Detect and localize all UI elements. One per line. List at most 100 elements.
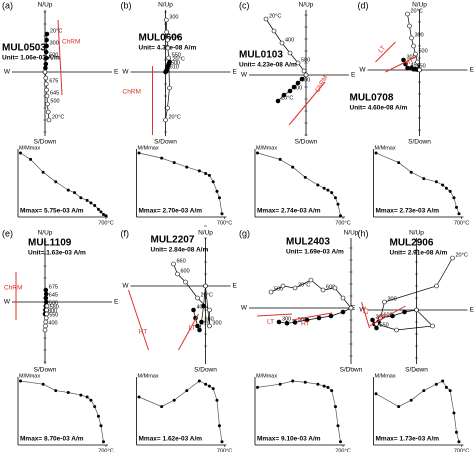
- demag-point: [444, 186, 448, 190]
- data-point: [390, 313, 395, 319]
- data-point: [287, 88, 293, 94]
- annotation: ChRM: [123, 89, 141, 96]
- annotation: LT: [189, 325, 196, 332]
- demag-point: [215, 189, 219, 193]
- data-point: [271, 28, 277, 34]
- data-point: [292, 285, 298, 291]
- data-point: [43, 75, 49, 81]
- demag-point: [66, 391, 70, 395]
- demag-point: [96, 207, 100, 211]
- sample-name: MUL0103: [239, 50, 283, 61]
- data-point: [263, 16, 269, 22]
- point-label: 300: [48, 308, 57, 314]
- x-tick-label: 700°C: [335, 220, 350, 226]
- data-point: [43, 295, 49, 301]
- axis-label: N/Up: [299, 2, 314, 9]
- point-label: 500: [298, 317, 307, 323]
- demag-point: [197, 379, 201, 383]
- data-point: [164, 29, 169, 35]
- demag-line: [375, 380, 460, 442]
- demag-point: [291, 379, 295, 383]
- point-label: 500: [49, 52, 58, 58]
- axis-label: S/Down: [295, 139, 318, 146]
- point-label: 20°C: [269, 13, 281, 19]
- point-label: 20°C: [169, 114, 181, 120]
- demag-point: [336, 424, 340, 428]
- data-point: [43, 315, 49, 321]
- data-point: [44, 87, 49, 93]
- demag-point: [330, 389, 334, 393]
- data-point: [207, 323, 212, 329]
- demag-point: [89, 398, 93, 402]
- point-label: 450: [411, 62, 420, 68]
- annotation: LT: [377, 45, 387, 55]
- data-point: [295, 60, 301, 66]
- axis-label: E: [114, 299, 119, 306]
- point-label: 500: [50, 98, 59, 104]
- data-point: [394, 327, 399, 333]
- annotation-bracket: [256, 313, 293, 317]
- point-label: 660: [177, 258, 186, 264]
- demag-point: [137, 151, 141, 155]
- mmax-label: Mmax= 1.62e-03 A/m: [139, 436, 203, 443]
- data-point: [165, 37, 170, 43]
- data-point: [287, 50, 293, 56]
- y-axis-label: M/Mmax: [256, 145, 277, 151]
- axis-label: N/Up: [38, 2, 53, 9]
- point-label: 600: [326, 284, 335, 290]
- axis-label: N/Up: [344, 230, 359, 237]
- panel-letter: (g): [239, 228, 250, 238]
- demag-point: [409, 170, 413, 174]
- point-label: 300: [282, 316, 291, 322]
- axis-label: N/Up: [38, 230, 53, 237]
- point-label: 550: [172, 52, 181, 58]
- demag-point: [422, 177, 426, 181]
- x-tick-label: 700°C: [454, 220, 469, 226]
- annotation: HT: [139, 329, 148, 336]
- demag-point: [217, 424, 221, 428]
- panel-letter: (b): [121, 0, 132, 10]
- demag-point: [93, 203, 97, 207]
- point-label: 500: [171, 60, 180, 66]
- point-label: 400: [285, 37, 294, 43]
- data-point: [332, 285, 338, 291]
- data-point: [175, 271, 180, 277]
- demag-point: [185, 165, 189, 169]
- demag-point: [41, 382, 45, 386]
- point-label: 500: [49, 300, 58, 306]
- data-point: [43, 81, 49, 87]
- data-point: [43, 49, 49, 55]
- demag-point: [211, 387, 215, 391]
- panel-letter: (c): [239, 0, 250, 10]
- point-label: 20°C: [201, 292, 213, 298]
- data-point: [43, 65, 48, 71]
- data-point: [43, 323, 48, 329]
- demag-point: [211, 180, 215, 184]
- data-point: [46, 117, 52, 123]
- demag-point: [54, 389, 58, 393]
- data-point: [417, 67, 422, 73]
- data-point: [340, 309, 346, 315]
- panel-letter: (e): [2, 228, 13, 238]
- data-point: [171, 261, 176, 267]
- point-label: 20°C: [281, 95, 293, 101]
- mmax-label: Mmax= 5.75e-03 A/m: [20, 208, 84, 215]
- demag-point: [160, 156, 164, 160]
- point-label: 500: [419, 48, 428, 54]
- data-point: [44, 311, 49, 317]
- demag-point: [374, 392, 378, 396]
- point-label: 645: [49, 292, 58, 298]
- data-point: [44, 303, 50, 309]
- annotation: HT: [301, 321, 310, 328]
- mmax-label: Mmax= 9.10e-03 A/m: [257, 436, 321, 443]
- data-point: [301, 68, 307, 74]
- axis-label: W: [241, 72, 248, 79]
- demag-line: [138, 380, 223, 442]
- axis-label: W: [359, 307, 366, 314]
- point-label: 550: [380, 322, 389, 328]
- data-point: [44, 307, 49, 313]
- point-label: 580: [301, 57, 310, 63]
- data-point: [195, 323, 200, 329]
- point-label: 400: [48, 320, 57, 326]
- demag-point: [452, 411, 456, 415]
